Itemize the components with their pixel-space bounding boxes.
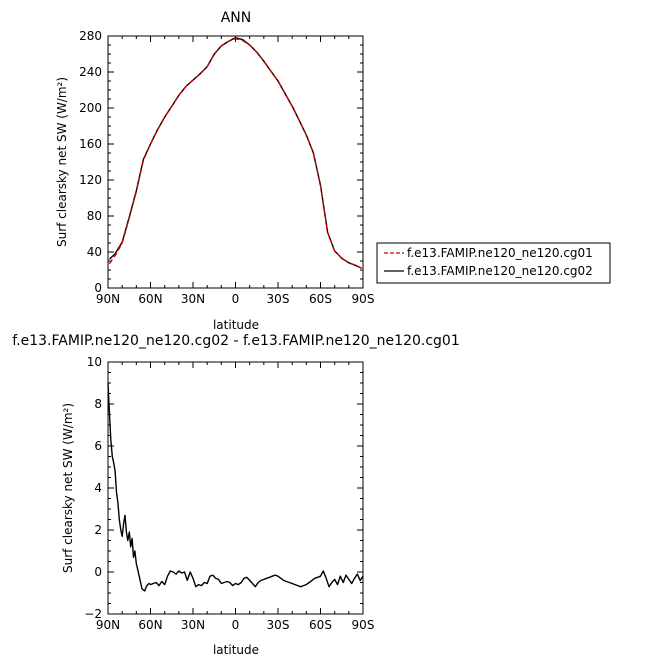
- top-y-axis-label: Surf clearsky net SW (W/m²): [55, 77, 69, 247]
- series-line-1: [108, 37, 362, 269]
- bottom-x-ticks: 90N 60N 30N 0 30S 60S 90S: [96, 362, 375, 632]
- series-line-0: [107, 382, 364, 592]
- y-tick-label: 0: [94, 281, 102, 295]
- bottom-y-axis-label: Surf clearsky net SW (W/m²): [61, 403, 75, 573]
- x-tick-label: 60N: [138, 618, 162, 632]
- top-y-ticks: 0 40 80 120 160 200 240 280: [79, 29, 363, 295]
- bottom-chart-title: f.e13.FAMIP.ne120_ne120.cg02 - f.e13.FAM…: [12, 333, 460, 349]
- x-tick-label: 90N: [96, 618, 120, 632]
- y-tick-label: 10: [87, 355, 102, 369]
- y-tick-label: 8: [94, 397, 102, 411]
- x-tick-label: 90S: [352, 618, 375, 632]
- y-tick-label: 6: [94, 439, 102, 453]
- top-series-group: [108, 37, 362, 269]
- x-tick-label: 30S: [267, 292, 290, 306]
- top-panel: ANN 90N 60N 30N 0 30S 60S 90S 0 40 80 120 160 200 24…: [55, 10, 611, 332]
- y-tick-label: 120: [79, 173, 102, 187]
- y-tick-label: 40: [87, 245, 102, 259]
- y-tick-label: −2: [84, 607, 102, 621]
- top-x-ticks: 90N 60N 30N 0 30S 60S 90S: [96, 36, 375, 306]
- bottom-y-ticks: −2 0 2 4 6 8 10: [84, 355, 363, 621]
- y-tick-label: 0: [94, 565, 102, 579]
- top-x-axis-label: latitude: [213, 318, 259, 332]
- bottom-panel: f.e13.FAMIP.ne120_ne120.cg02 - f.e13.FAM…: [12, 333, 460, 657]
- bottom-series-group: [107, 382, 364, 592]
- series-line-0: [108, 38, 362, 269]
- x-tick-label: 0: [232, 618, 240, 632]
- x-tick-label: 60S: [309, 618, 332, 632]
- legend-box: [376, 242, 611, 284]
- x-tick-label: 60S: [309, 292, 332, 306]
- y-tick-label: 160: [79, 137, 102, 151]
- x-tick-label: 30S: [267, 618, 290, 632]
- y-tick-label: 280: [79, 29, 102, 43]
- bottom-x-axis-label: latitude: [213, 643, 259, 657]
- top-chart-title: ANN: [221, 10, 252, 26]
- y-tick-label: 4: [94, 481, 102, 495]
- top-plot-frame: [107, 35, 364, 289]
- x-tick-label: 90S: [352, 292, 375, 306]
- x-tick-label: 30N: [181, 618, 205, 632]
- y-tick-label: 80: [87, 209, 102, 223]
- chart-legend: f.e13.FAMIP.ne120_ne120.cg01 f.e13.FAMIP…: [376, 242, 611, 284]
- legend-label-cg01: f.e13.FAMIP.ne120_ne120.cg01: [407, 246, 593, 260]
- x-tick-label: 0: [232, 292, 240, 306]
- legend-label-cg02: f.e13.FAMIP.ne120_ne120.cg02: [407, 264, 593, 278]
- x-tick-label: 30N: [181, 292, 205, 306]
- y-tick-label: 2: [94, 523, 102, 537]
- y-tick-label: 200: [79, 101, 102, 115]
- y-tick-label: 240: [79, 65, 102, 79]
- x-tick-label: 60N: [138, 292, 162, 306]
- x-tick-label: 90N: [96, 292, 120, 306]
